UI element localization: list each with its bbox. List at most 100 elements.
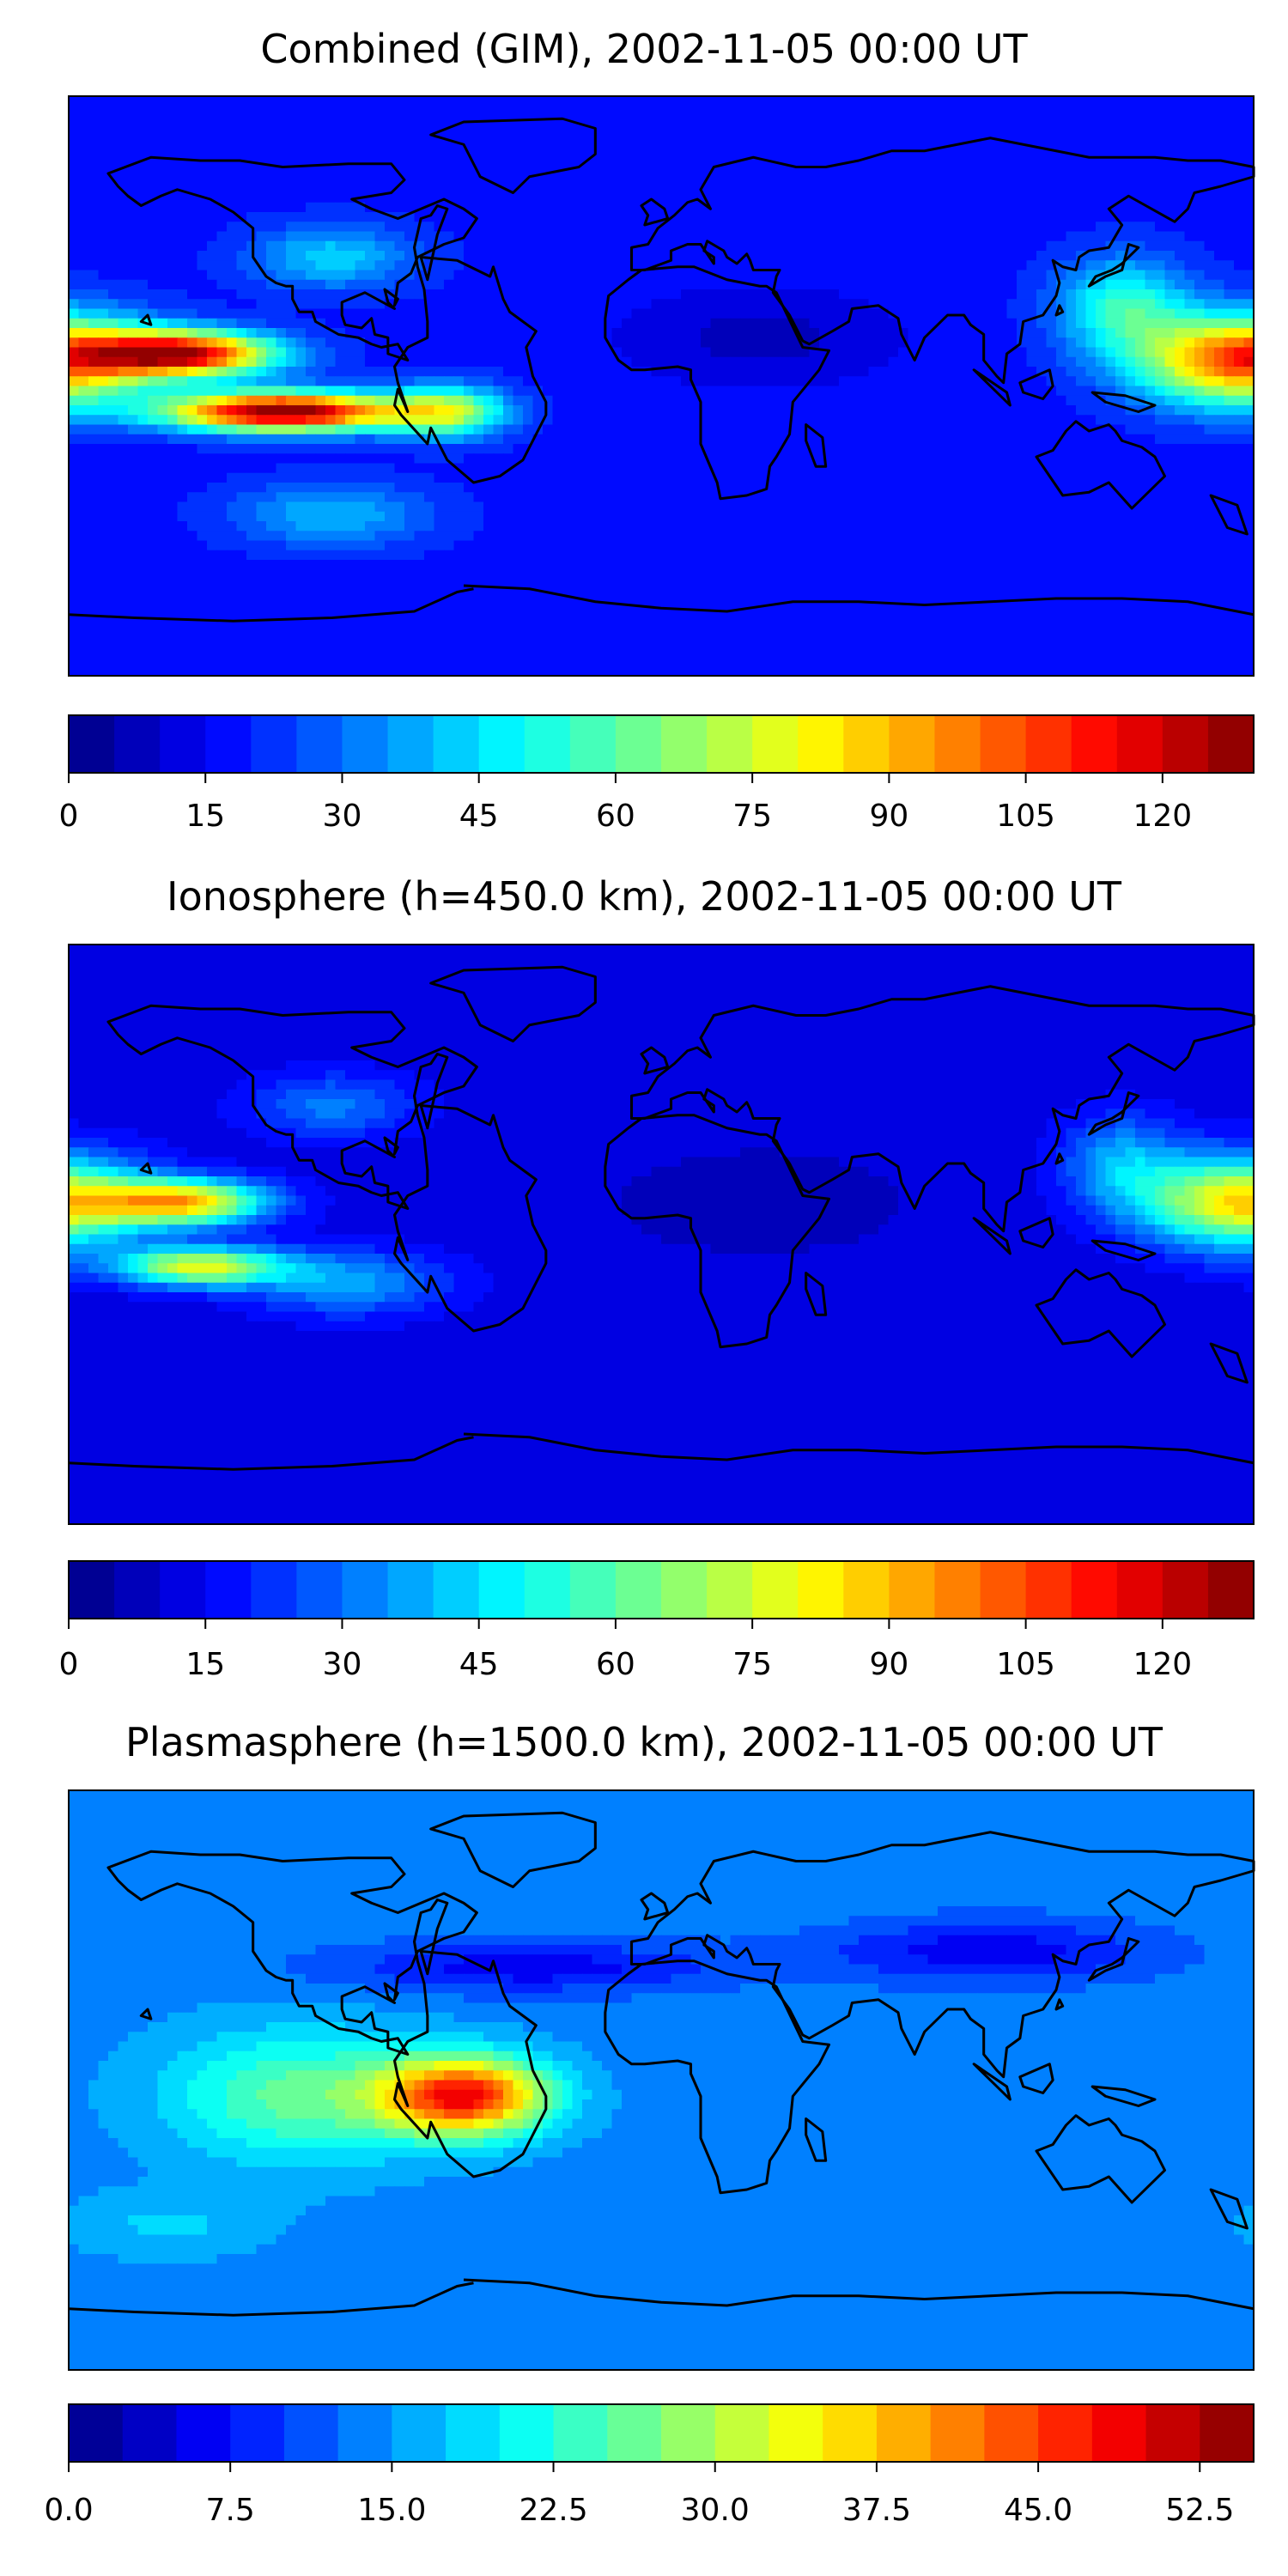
colorbar-segment	[607, 2404, 662, 2462]
colorbar-segment	[387, 715, 434, 773]
colorbar-tick-label: 105	[996, 799, 1055, 834]
colorbar-segment	[342, 715, 389, 773]
colorbar: 0 15 30 45 60 75 90 105 120	[59, 1560, 1255, 1682]
colorbar-tick-label: 30	[323, 799, 362, 834]
colorbar-tick-label: 120	[1133, 1647, 1192, 1682]
colorbar-segment	[980, 715, 1027, 773]
colorbar-tick-label: 0	[59, 1647, 79, 1682]
colorbar-segment	[114, 715, 161, 773]
colorbar-segment	[661, 715, 708, 773]
colorbar-tick-label: 60	[596, 1647, 635, 1682]
panel-title: Plasmasphere (h=1500.0 km), 2002-11-05 0…	[125, 1719, 1163, 1765]
colorbar-segment	[433, 1561, 480, 1619]
colorbar-segment	[524, 715, 571, 773]
colorbar-tick-label: 37.5	[842, 2493, 911, 2528]
colorbar-frame	[68, 2403, 1255, 2463]
colorbar-segment	[1145, 2404, 1200, 2462]
colorbar-segment	[205, 715, 252, 773]
colorbar-segment	[889, 715, 935, 773]
colorbar-segment	[876, 2404, 932, 2462]
colorbar-segment	[296, 1561, 343, 1619]
colorbar-segment	[1091, 2404, 1147, 2462]
colorbar-tick-label: 15	[185, 799, 225, 834]
colorbar-tick-label: 22.5	[519, 2493, 587, 2528]
colorbar-frame	[68, 1560, 1255, 1619]
colorbar-segment	[707, 715, 753, 773]
colorbar-segment	[160, 715, 206, 773]
colorbar-segment	[930, 2404, 985, 2462]
colorbar-segment	[980, 1561, 1027, 1619]
colorbar-segment	[433, 715, 480, 773]
tec-field-map	[69, 945, 1255, 1525]
colorbar-segment	[69, 1561, 115, 1619]
colorbar-tick-label: 52.5	[1165, 2493, 1234, 2528]
colorbar-segment	[387, 1561, 434, 1619]
map-frame	[68, 95, 1255, 677]
colorbar-segment	[1025, 715, 1072, 773]
colorbar-tick-label: 45.0	[1004, 2493, 1072, 2528]
colorbar-tick-label: 30	[323, 1647, 362, 1682]
colorbar-frame	[68, 714, 1255, 774]
colorbar-tick-label: 90	[869, 1647, 908, 1682]
colorbar-segment	[714, 2404, 769, 2462]
colorbar-segment	[1038, 2404, 1093, 2462]
colorbar-segment	[1071, 1561, 1118, 1619]
colorbar-tick-label: 0.0	[44, 2493, 93, 2528]
colorbar-segment	[342, 1561, 389, 1619]
map-panel: Ionosphere (h=450.0 km), 2002-11-05 00:0…	[59, 873, 1255, 1682]
colorbar-tick-label: 90	[869, 799, 908, 834]
colorbar-segment	[1071, 715, 1118, 773]
colorbar-segment	[798, 1561, 844, 1619]
colorbar-segment	[1200, 2404, 1255, 2462]
colorbar-tick-label: 75	[732, 1647, 772, 1682]
colorbar-segment	[1025, 1561, 1072, 1619]
colorbar-segment	[230, 2404, 285, 2462]
map-panel: Plasmasphere (h=1500.0 km), 2002-11-05 0…	[44, 1719, 1255, 2528]
colorbar-segment	[615, 715, 662, 773]
colorbar-segment	[1116, 715, 1163, 773]
colorbar-segment	[251, 1561, 297, 1619]
map-frame	[68, 1789, 1255, 2371]
colorbar-segment	[707, 1561, 753, 1619]
colorbar-segment	[446, 2404, 501, 2462]
colorbar-segment	[569, 1561, 617, 1619]
map-panel: Combined (GIM), 2002-11-05 00:00 UT 0 15 30…	[59, 26, 1255, 834]
colorbar-segment	[934, 1561, 981, 1619]
colorbar-segment	[337, 2404, 392, 2462]
colorbar-segment	[984, 2404, 1039, 2462]
colorbar-segment	[160, 1561, 206, 1619]
colorbar-tick-label: 75	[732, 799, 772, 834]
colorbar-segment	[569, 715, 617, 773]
tec-field-map	[69, 96, 1255, 677]
colorbar-segment	[1162, 1561, 1209, 1619]
colorbar-tick-label: 7.5	[206, 2493, 255, 2528]
colorbar-segment	[251, 715, 297, 773]
colorbar-segment	[1207, 1561, 1255, 1619]
colorbar-tick-label: 105	[996, 1647, 1055, 1682]
colorbar-segment	[205, 1561, 252, 1619]
colorbar-segment	[176, 2404, 231, 2462]
colorbar-tick-label: 30.0	[681, 2493, 750, 2528]
colorbar-segment	[499, 2404, 555, 2462]
colorbar-tick-label: 45	[459, 1647, 499, 1682]
colorbar-segment	[283, 2404, 339, 2462]
colorbar: 0 15 30 45 60 75 90 105 120	[59, 714, 1255, 834]
colorbar-segment	[114, 1561, 161, 1619]
colorbar-segment	[843, 1561, 890, 1619]
colorbar-segment	[798, 715, 844, 773]
colorbar-tick-label: 120	[1133, 799, 1192, 834]
colorbar-tick-label: 60	[596, 799, 635, 834]
colorbar-segment	[1162, 715, 1209, 773]
colorbar-segment	[843, 715, 890, 773]
colorbar-segment	[615, 1561, 662, 1619]
colorbar-segment	[934, 715, 981, 773]
colorbar-segment	[69, 2404, 124, 2462]
colorbar-segment	[392, 2404, 447, 2462]
colorbar: 0.0 7.5 15.0 22.5 30.0 37.5 45.0 52.5	[44, 2403, 1255, 2528]
colorbar-segment	[769, 2404, 823, 2462]
colorbar-segment	[661, 1561, 708, 1619]
colorbar-segment	[752, 715, 799, 773]
colorbar-segment	[478, 715, 526, 773]
colorbar-segment	[122, 2404, 177, 2462]
